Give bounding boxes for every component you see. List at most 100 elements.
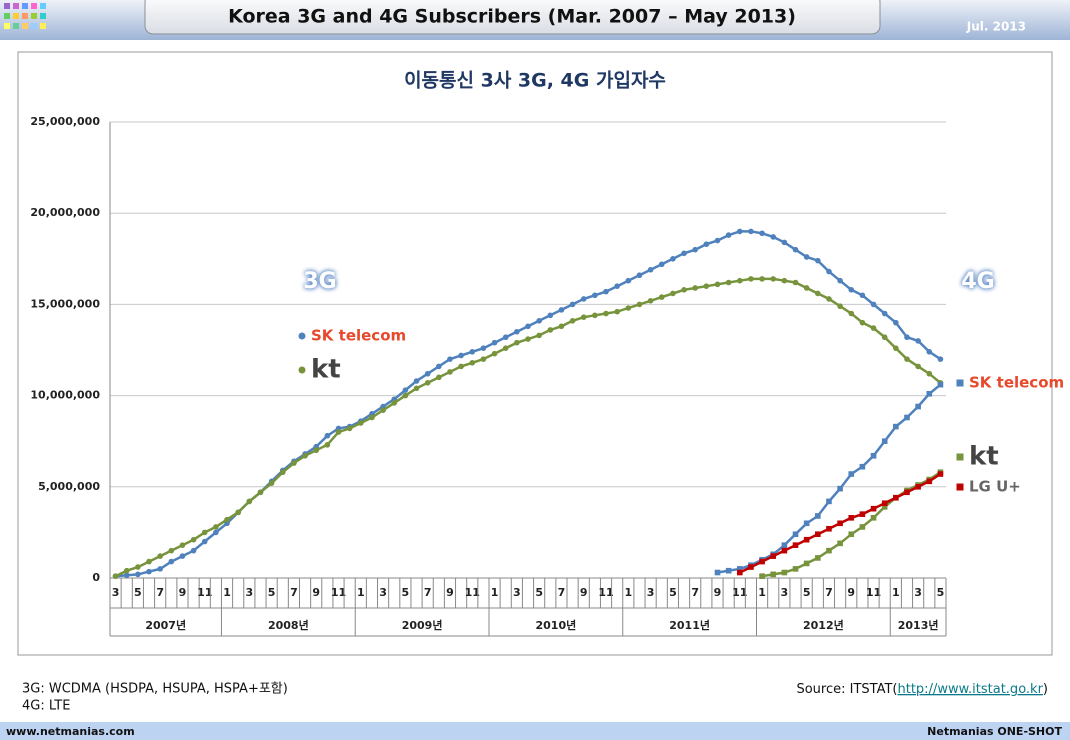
x-tick-label: 1 xyxy=(892,586,900,599)
x-tick-label: 7 xyxy=(290,586,298,599)
marker xyxy=(636,301,643,308)
marker xyxy=(447,356,453,362)
marker xyxy=(424,380,431,386)
marker xyxy=(937,356,944,362)
x-tick-label: 5 xyxy=(937,586,945,599)
marker xyxy=(937,381,944,388)
x-tick-label: 1 xyxy=(758,586,766,599)
x-tick-label: 11 xyxy=(331,586,346,599)
x-tick-label: 1 xyxy=(223,586,231,599)
marker xyxy=(692,285,698,291)
marker xyxy=(436,374,442,381)
marker xyxy=(781,277,788,284)
legend-label: LG U+ xyxy=(969,478,1021,496)
marker xyxy=(904,489,910,496)
marker xyxy=(826,268,832,275)
marker xyxy=(859,463,866,470)
slide-title: Korea 3G and 4G Subscribers (Mar. 2007 –… xyxy=(228,6,796,28)
marker xyxy=(502,334,509,341)
marker xyxy=(179,553,186,559)
marker xyxy=(692,246,698,253)
marker xyxy=(547,327,554,333)
marker xyxy=(558,307,565,313)
legend-marker xyxy=(956,379,964,387)
marker xyxy=(424,370,431,377)
marker xyxy=(514,328,520,335)
x-tick-label: 7 xyxy=(424,586,432,599)
x-tick-label: 3 xyxy=(112,586,120,599)
marker xyxy=(725,232,732,238)
x-tick-label: 5 xyxy=(402,586,410,599)
marker xyxy=(792,246,799,253)
x-tick-label: 5 xyxy=(669,586,677,599)
source: Source: ITSTAT(http://www.itstat.go.kr) xyxy=(796,682,1048,697)
marker xyxy=(759,573,765,579)
x-tick-label: 3 xyxy=(246,586,254,599)
footer-right: Netmanias ONE-SHOT xyxy=(927,725,1062,738)
marker xyxy=(736,277,743,284)
x-tick-label: 11 xyxy=(197,586,212,599)
marker xyxy=(647,297,654,304)
marker xyxy=(681,250,687,257)
marker xyxy=(190,547,197,554)
marker xyxy=(759,276,765,282)
x-tick-label: 9 xyxy=(446,586,454,599)
year-label: 2009년 xyxy=(402,618,443,632)
marker xyxy=(826,525,832,532)
marker xyxy=(146,568,152,575)
marker xyxy=(736,566,743,572)
marker xyxy=(803,520,810,527)
marker xyxy=(736,569,743,576)
marker xyxy=(458,352,464,359)
footer-bar xyxy=(0,722,1070,740)
marker xyxy=(168,547,175,554)
marker xyxy=(881,310,888,317)
marker xyxy=(380,407,386,413)
date: Jul. 2013 xyxy=(966,20,1026,34)
y-tick-label: 0 xyxy=(92,571,100,584)
x-tick-label: 11 xyxy=(732,586,747,599)
marker xyxy=(714,569,721,576)
marker xyxy=(703,241,710,248)
marker xyxy=(870,452,877,459)
marker xyxy=(636,272,643,279)
marker xyxy=(893,423,899,430)
year-label: 2010년 xyxy=(535,618,576,632)
x-tick-label: 9 xyxy=(580,586,588,599)
marker xyxy=(904,356,910,362)
marker xyxy=(848,471,855,477)
x-tick-label: 7 xyxy=(156,586,164,599)
x-tick-label: 5 xyxy=(134,586,142,599)
marker xyxy=(335,429,342,435)
marker xyxy=(803,254,810,260)
x-tick-label: 5 xyxy=(535,586,543,599)
chart-title: 이동통신 3사 3G, 4G 가입자수 xyxy=(404,70,666,92)
marker xyxy=(904,334,910,341)
marker xyxy=(625,277,632,284)
marker xyxy=(670,255,676,262)
marker xyxy=(491,339,498,346)
x-tick-label: 3 xyxy=(379,586,387,599)
marker xyxy=(926,370,933,377)
marker xyxy=(112,573,119,579)
source-link[interactable]: http://www.itstat.go.kr xyxy=(898,682,1044,697)
chart-frame xyxy=(17,51,1053,656)
marker xyxy=(725,279,732,286)
marker xyxy=(781,547,788,554)
marker xyxy=(893,345,899,351)
year-label: 2013년 xyxy=(898,618,939,632)
marker xyxy=(480,345,487,351)
year-label: 2007년 xyxy=(145,618,186,632)
marker xyxy=(302,452,308,459)
marker xyxy=(201,538,208,545)
y-tick-label: 5,000,000 xyxy=(38,480,100,493)
marker xyxy=(547,312,554,319)
marker xyxy=(848,310,855,317)
marker xyxy=(926,349,933,355)
marker xyxy=(714,237,721,244)
x-tick-label: 7 xyxy=(691,586,699,599)
x-tick-label: 9 xyxy=(179,586,187,599)
marker xyxy=(904,414,910,421)
marker xyxy=(748,276,754,282)
marker xyxy=(915,484,921,490)
